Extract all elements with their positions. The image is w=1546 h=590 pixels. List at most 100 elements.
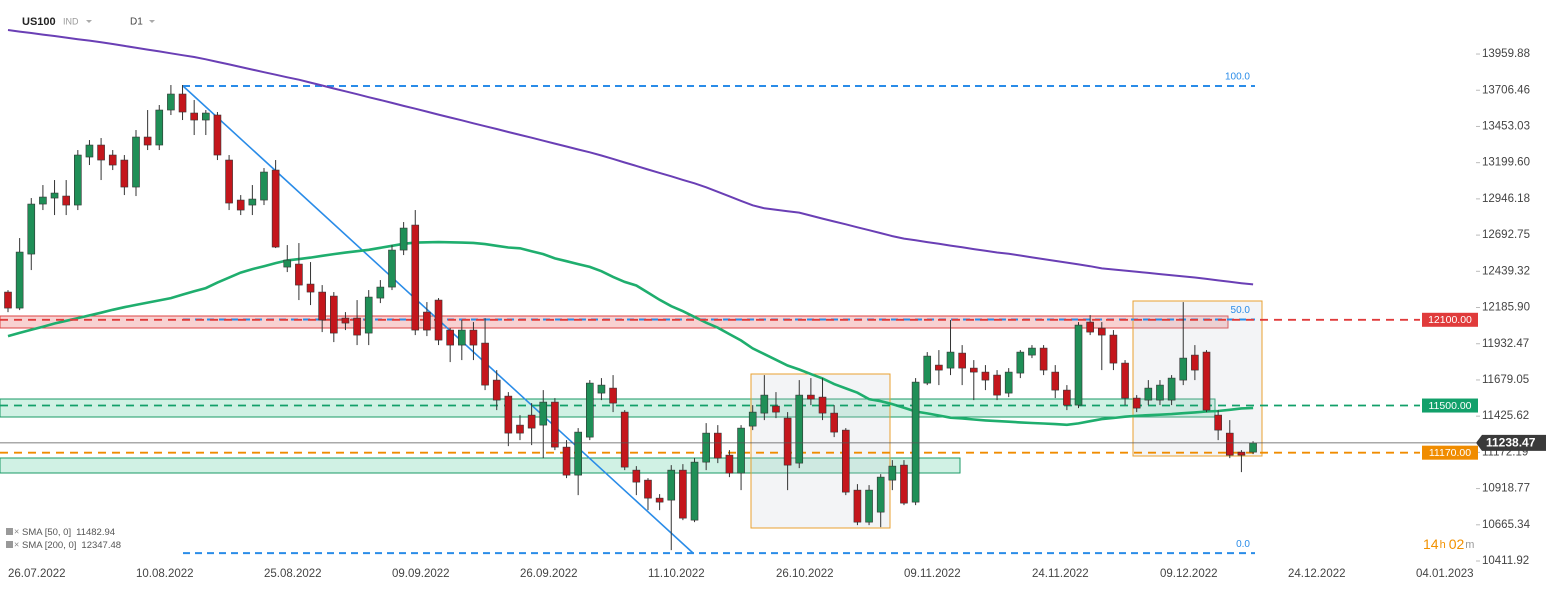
candle-body bbox=[655, 497, 664, 503]
candle-body bbox=[306, 283, 315, 293]
candle-body bbox=[818, 396, 827, 414]
candle-body bbox=[1004, 371, 1013, 394]
candle-body bbox=[597, 384, 606, 394]
candle-body bbox=[85, 144, 94, 158]
candle-body bbox=[1074, 324, 1083, 406]
current-price-box bbox=[1476, 434, 1546, 451]
candle-body bbox=[1179, 357, 1188, 381]
candle-body bbox=[667, 469, 676, 501]
candle-body bbox=[632, 469, 641, 483]
candle-body bbox=[399, 227, 408, 251]
candle-body bbox=[492, 379, 501, 401]
candle-body bbox=[1039, 347, 1048, 371]
candle-body bbox=[876, 476, 885, 513]
timeframe[interactable]: D1 bbox=[130, 17, 143, 28]
candle-body bbox=[4, 291, 12, 309]
candle-body bbox=[1249, 442, 1257, 453]
candle-body bbox=[446, 329, 454, 346]
y-tick-label: 11425.62 bbox=[1482, 410, 1529, 422]
symbol[interactable]: US100 bbox=[22, 16, 56, 28]
candle-body bbox=[155, 109, 164, 146]
candle-body bbox=[271, 169, 280, 248]
candle-body bbox=[458, 329, 466, 346]
candle-body bbox=[236, 199, 245, 211]
candle-body bbox=[946, 351, 955, 369]
candle-body bbox=[108, 154, 117, 166]
candle-body bbox=[62, 195, 70, 206]
candle-body bbox=[1016, 351, 1025, 374]
candle-body bbox=[1156, 384, 1164, 401]
legend-icon-x: × bbox=[14, 526, 19, 536]
candle-body bbox=[15, 251, 24, 309]
candle-body bbox=[295, 263, 303, 286]
x-tick-label: 26.07.2022 bbox=[8, 568, 66, 580]
level-label-box bbox=[1422, 398, 1478, 413]
candle-body bbox=[97, 144, 105, 161]
y-tick-label: 12439.32 bbox=[1482, 265, 1530, 277]
candle-body bbox=[865, 489, 873, 523]
candle-body bbox=[388, 249, 396, 288]
y-tick-label: 12692.75 bbox=[1482, 229, 1530, 241]
candle-body bbox=[516, 424, 524, 434]
instrument-type[interactable]: IND bbox=[63, 16, 79, 26]
candle-body bbox=[574, 431, 582, 476]
candle-body bbox=[132, 136, 140, 188]
candle-body bbox=[1109, 334, 1118, 364]
candle-body bbox=[900, 464, 908, 504]
candle-body bbox=[39, 196, 47, 205]
y-tick-label: 13959.88 bbox=[1482, 48, 1530, 60]
candle-body bbox=[504, 395, 513, 434]
candle-body bbox=[795, 394, 804, 464]
candle-body bbox=[935, 364, 943, 371]
candle-body bbox=[341, 317, 350, 324]
x-tick-label: 26.09.2022 bbox=[520, 568, 578, 580]
candle-body bbox=[830, 412, 838, 433]
x-tick-label: 09.12.2022 bbox=[1160, 568, 1218, 580]
candle-body bbox=[911, 381, 920, 503]
candle-body bbox=[1086, 321, 1094, 333]
fib-label: 50.0 bbox=[1231, 305, 1251, 316]
countdown: 14h 02m bbox=[1423, 536, 1474, 552]
candle-body bbox=[585, 382, 594, 438]
candle-body bbox=[178, 93, 187, 113]
candle-body bbox=[1167, 377, 1176, 401]
candle-body bbox=[1051, 371, 1060, 391]
candle-body bbox=[434, 299, 443, 341]
x-tick-label: 24.11.2022 bbox=[1032, 568, 1089, 580]
candle-body bbox=[841, 429, 850, 493]
dropdown-arrow[interactable] bbox=[149, 20, 155, 23]
candle-body bbox=[760, 394, 769, 414]
level-label-box bbox=[1422, 445, 1478, 460]
y-tick-label: 10918.77 bbox=[1482, 483, 1530, 495]
current-price-label: 11238.47 bbox=[1486, 436, 1536, 450]
candle-body bbox=[772, 405, 780, 413]
candle-body bbox=[1191, 354, 1199, 371]
y-tick-label: 10665.34 bbox=[1482, 519, 1531, 531]
candle-body bbox=[376, 286, 385, 299]
candle-body bbox=[853, 489, 862, 523]
candle-body bbox=[609, 387, 617, 404]
y-tick-label: 10411.92 bbox=[1482, 555, 1529, 567]
candle-body bbox=[74, 154, 82, 206]
legend-entry: SMA [200, 0] 12347.48 bbox=[22, 540, 121, 551]
x-tick-label: 25.08.2022 bbox=[264, 568, 322, 580]
candle-body bbox=[690, 461, 699, 521]
candle-body bbox=[27, 203, 36, 255]
y-tick-label: 13453.03 bbox=[1482, 120, 1530, 132]
level-label: 11170.00 bbox=[1429, 447, 1471, 459]
candle-body bbox=[225, 159, 233, 204]
candle-body bbox=[748, 411, 757, 427]
legend-value: 11482.94 bbox=[76, 527, 115, 538]
countdown-part: m bbox=[1465, 539, 1474, 551]
candle-body bbox=[1225, 432, 1234, 456]
legend-icon bbox=[6, 541, 13, 548]
dropdown-arrow[interactable] bbox=[86, 20, 92, 23]
x-tick-label: 04.01.2023 bbox=[1416, 568, 1474, 580]
support-zone bbox=[0, 457, 961, 474]
fib-label: 100.0 bbox=[1225, 72, 1250, 83]
candle-body bbox=[783, 417, 792, 466]
sma-line bbox=[7, 29, 1254, 286]
candle-body bbox=[1097, 327, 1106, 336]
candle-body bbox=[1028, 347, 1036, 356]
